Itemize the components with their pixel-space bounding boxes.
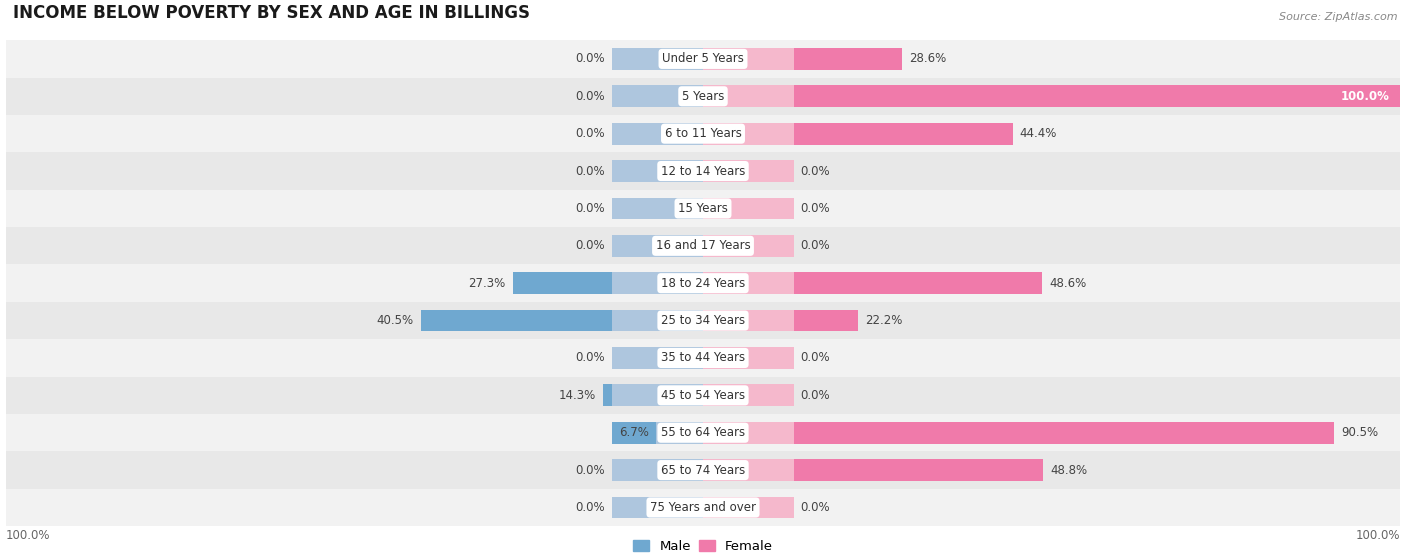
Bar <box>703 160 793 182</box>
Bar <box>703 197 793 219</box>
Text: 100.0%: 100.0% <box>1355 529 1400 542</box>
Bar <box>6 339 1400 377</box>
Text: 0.0%: 0.0% <box>575 127 606 140</box>
Bar <box>613 235 703 257</box>
Bar <box>6 115 1400 153</box>
Bar <box>703 48 793 70</box>
Bar <box>703 310 793 331</box>
Text: 0.0%: 0.0% <box>575 53 606 65</box>
Bar <box>793 272 1042 294</box>
Text: 22.2%: 22.2% <box>865 314 903 327</box>
Bar <box>513 272 613 294</box>
Text: 0.0%: 0.0% <box>575 90 606 103</box>
Text: 75 Years and over: 75 Years and over <box>650 501 756 514</box>
Bar <box>6 40 1400 78</box>
Text: 0.0%: 0.0% <box>800 239 831 252</box>
Bar <box>703 123 793 145</box>
Text: 12 to 14 Years: 12 to 14 Years <box>661 164 745 178</box>
Bar <box>613 422 657 443</box>
Bar <box>613 496 703 518</box>
Text: 45 to 54 Years: 45 to 54 Years <box>661 389 745 402</box>
Bar <box>6 227 1400 264</box>
Bar <box>613 310 703 331</box>
Bar <box>703 385 793 406</box>
Text: 0.0%: 0.0% <box>800 352 831 364</box>
Bar <box>6 489 1400 526</box>
Text: INCOME BELOW POVERTY BY SEX AND AGE IN BILLINGS: INCOME BELOW POVERTY BY SEX AND AGE IN B… <box>13 4 530 22</box>
Text: 0.0%: 0.0% <box>575 352 606 364</box>
Bar <box>6 377 1400 414</box>
Bar <box>613 160 703 182</box>
Text: 65 to 74 Years: 65 to 74 Years <box>661 463 745 477</box>
Legend: Male, Female: Male, Female <box>627 534 779 558</box>
Text: 100.0%: 100.0% <box>6 529 51 542</box>
Text: Source: ZipAtlas.com: Source: ZipAtlas.com <box>1279 12 1398 22</box>
Bar <box>703 235 793 257</box>
Text: 48.6%: 48.6% <box>1049 277 1087 290</box>
Text: 35 to 44 Years: 35 to 44 Years <box>661 352 745 364</box>
Text: 55 to 64 Years: 55 to 64 Years <box>661 426 745 439</box>
Text: 6.7%: 6.7% <box>620 426 650 439</box>
Text: 27.3%: 27.3% <box>468 277 506 290</box>
Bar <box>6 302 1400 339</box>
Text: 25 to 34 Years: 25 to 34 Years <box>661 314 745 327</box>
Text: 0.0%: 0.0% <box>575 501 606 514</box>
Bar <box>6 264 1400 302</box>
Bar <box>6 78 1400 115</box>
Bar <box>793 86 1400 107</box>
Bar <box>6 414 1400 452</box>
Bar <box>793 48 903 70</box>
Bar <box>613 48 703 70</box>
Text: 0.0%: 0.0% <box>800 164 831 178</box>
Bar <box>6 190 1400 227</box>
Text: 0.0%: 0.0% <box>800 202 831 215</box>
Bar <box>613 459 703 481</box>
Bar <box>613 123 703 145</box>
Bar <box>703 496 793 518</box>
Bar <box>703 422 793 443</box>
Bar <box>613 385 703 406</box>
Bar <box>603 385 613 406</box>
Bar <box>793 123 1012 145</box>
Text: 0.0%: 0.0% <box>575 463 606 477</box>
Text: 48.8%: 48.8% <box>1050 463 1087 477</box>
Text: 6 to 11 Years: 6 to 11 Years <box>665 127 741 140</box>
Bar <box>6 452 1400 489</box>
Text: 28.6%: 28.6% <box>910 53 946 65</box>
Text: 15 Years: 15 Years <box>678 202 728 215</box>
Bar <box>613 86 703 107</box>
Text: 0.0%: 0.0% <box>800 389 831 402</box>
Text: 90.5%: 90.5% <box>1341 426 1378 439</box>
Text: 5 Years: 5 Years <box>682 90 724 103</box>
Text: 16 and 17 Years: 16 and 17 Years <box>655 239 751 252</box>
Bar <box>613 272 703 294</box>
Text: 0.0%: 0.0% <box>575 164 606 178</box>
Bar <box>613 197 703 219</box>
Bar <box>703 86 793 107</box>
Bar <box>613 347 703 369</box>
Text: Under 5 Years: Under 5 Years <box>662 53 744 65</box>
Text: 0.0%: 0.0% <box>575 202 606 215</box>
Text: 100.0%: 100.0% <box>1341 90 1391 103</box>
Bar <box>793 459 1043 481</box>
Bar <box>793 422 1334 443</box>
Text: 18 to 24 Years: 18 to 24 Years <box>661 277 745 290</box>
Bar <box>613 422 703 443</box>
Bar <box>793 310 858 331</box>
Bar <box>420 310 613 331</box>
Bar <box>703 459 793 481</box>
Text: 44.4%: 44.4% <box>1019 127 1057 140</box>
Bar <box>703 272 793 294</box>
Text: 0.0%: 0.0% <box>575 239 606 252</box>
Bar <box>703 347 793 369</box>
Text: 40.5%: 40.5% <box>377 314 413 327</box>
Bar <box>6 153 1400 190</box>
Text: 0.0%: 0.0% <box>800 501 831 514</box>
Text: 14.3%: 14.3% <box>560 389 596 402</box>
